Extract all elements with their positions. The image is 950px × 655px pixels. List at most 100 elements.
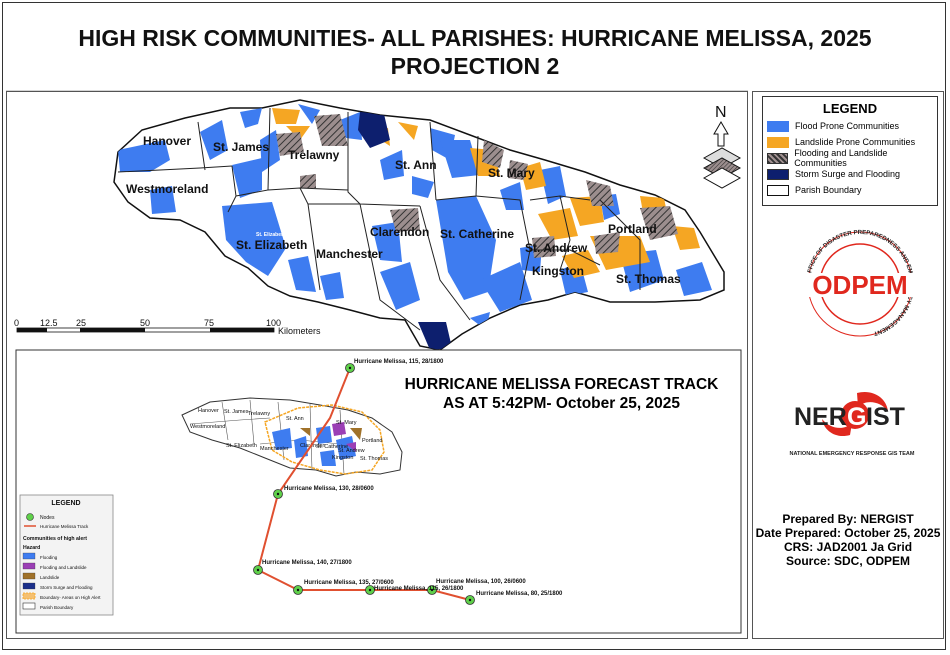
node-label: Hurricane Melissa, 115, 26/1800 — [374, 586, 464, 592]
date-prepared: Date Prepared: October 25, 2025 — [755, 526, 941, 540]
track-node — [293, 585, 303, 595]
scale-tick: 0 — [14, 318, 19, 328]
legend-item-label: Parish Boundary — [795, 185, 862, 195]
nergist-ner: NER — [794, 403, 847, 431]
parish-labels: Hanover St. James Trelawny St. Ann St. M… — [126, 134, 681, 286]
track-node — [253, 565, 263, 575]
scale-tick: 75 — [204, 318, 214, 328]
legend-item: Storm Surge and Flooding — [767, 168, 937, 180]
track-node — [427, 585, 437, 595]
svg-text:LEGEND: LEGEND — [51, 500, 80, 507]
legend-item: Parish Boundary — [767, 184, 937, 196]
inset-title: HURRICANE MELISSA FORECAST TRACK AS AT 5… — [384, 375, 739, 413]
legend-item-label: Flooding and Landslide Communities — [794, 148, 888, 168]
nergist-subtitle: NATIONAL EMERGENCY RESPONSE GIS TEAM — [789, 451, 915, 457]
svg-text:Hazard: Hazard — [23, 545, 40, 551]
svg-text:Communities of high alert: Communities of high alert — [23, 536, 87, 542]
node-label: Hurricane Melissa, 130, 28/0600 — [284, 486, 374, 492]
svg-text:Portland: Portland — [362, 438, 383, 444]
parish-label: St. Andrew — [525, 241, 588, 255]
north-arrow-icon: N — [702, 104, 742, 189]
legend-swatch-flood — [767, 120, 789, 132]
legend-item: Flooding and Landslide Communities — [767, 148, 937, 168]
legend-item: Landslide Prone Communities — [767, 136, 937, 148]
inset-landslide-areas — [300, 428, 362, 440]
svg-text:Manchester: Manchester — [260, 446, 289, 452]
crs: CRS: JAD2001 Ja Grid — [783, 540, 913, 554]
svg-text:N: N — [715, 104, 727, 121]
svg-text:Trelawny: Trelawny — [248, 411, 270, 417]
title-line-1: HIGH RISK COMMUNITIES- ALL PARISHES: HUR… — [78, 25, 872, 51]
track-node — [365, 585, 375, 595]
main-legend: LEGEND Flood Prone Communities Landslide… — [762, 96, 938, 206]
parish-label: St. Mary — [488, 166, 535, 180]
svg-text:Hanover: Hanover — [198, 408, 219, 414]
scale-tick: 25 — [76, 318, 86, 328]
hazard-areas — [118, 104, 712, 350]
parish-label: Westmoreland — [126, 182, 208, 196]
svg-text:Parish Boundary: Parish Boundary — [40, 605, 74, 610]
node-label: Hurricane Melissa, 140, 27/1800 — [262, 560, 352, 566]
inset-legend: LEGEND Nodes Hurricane Melissa Track Com… — [19, 494, 114, 616]
inset-title-line-2: AS AT 5:42PM- October 25, 2025 — [443, 395, 680, 412]
parish-label: Hanover — [143, 134, 191, 148]
svg-text:Kingston: Kingston — [332, 455, 353, 461]
track-nodes — [253, 363, 475, 605]
track-node-labels: Hurricane Melissa, 115, 28/1800 Hurrican… — [262, 359, 563, 597]
svg-text:Clarendon: Clarendon — [300, 443, 325, 449]
scale-unit: Kilometers — [278, 326, 321, 336]
scale-tick: 100 — [266, 318, 281, 328]
prepared-block: Prepared By: NERGIST Date Prepared: Octo… — [752, 512, 944, 568]
parish-label: St. Elizabeth — [236, 238, 307, 252]
small-label: St. Elizabeth — [256, 232, 286, 238]
scale-bar: 0 12.5 25 50 75 100 Kilometers — [14, 318, 321, 336]
track-node — [273, 489, 283, 499]
inset-title-line-1: HURRICANE MELISSA FORECAST TRACK — [404, 376, 719, 393]
parish-label: Manchester — [316, 247, 383, 261]
node-label: Hurricane Melissa, 115, 28/1800 — [354, 359, 444, 365]
legend-swatch-surge — [767, 168, 789, 180]
track-node — [345, 363, 355, 373]
scale-tick: 50 — [140, 318, 150, 328]
legend-swatch-boundary — [767, 184, 789, 196]
odpem-wordmark: ODPEM — [812, 270, 907, 300]
scale-tick: 12.5 — [40, 318, 58, 328]
parish-label: St. Thomas — [616, 272, 681, 286]
title-line-2: PROJECTION 2 — [390, 53, 560, 79]
legend-item-label: Storm Surge and Flooding — [795, 169, 901, 179]
svg-text:St. Ann: St. Ann — [286, 416, 304, 422]
nergist-ist: IST — [866, 403, 905, 431]
parish-label: Clarendon — [370, 225, 429, 239]
parish-label: St. James — [213, 140, 269, 154]
parish-label: Kingston — [532, 264, 584, 278]
svg-text:St. Catherine: St. Catherine — [316, 444, 348, 450]
nergist-swirl-icon: NER G IST — [794, 391, 905, 437]
track-node — [465, 595, 475, 605]
hurricane-track — [256, 367, 471, 601]
svg-text:Storm Surge and Flooding: Storm Surge and Flooding — [40, 585, 93, 590]
page-title: HIGH RISK COMMUNITIES- ALL PARISHES: HUR… — [0, 24, 950, 80]
inset-both-areas — [332, 422, 356, 452]
parish-label: St. Catherine — [440, 227, 514, 241]
side-panel — [752, 91, 944, 639]
legend-swatch-both — [767, 152, 789, 164]
parish-label: St. Ann — [395, 158, 437, 172]
svg-text:Flooding and Landslide: Flooding and Landslide — [40, 565, 87, 570]
legend-item-label: Landslide Prone Communities — [795, 137, 916, 147]
svg-text:St. Thomas: St. Thomas — [360, 456, 388, 462]
svg-text:Flooding: Flooding — [40, 555, 58, 560]
svg-text:St. James: St. James — [224, 409, 249, 415]
inset-alert-boundary — [264, 404, 385, 475]
svg-text:Landslide: Landslide — [40, 575, 60, 580]
nergist-logo: NER G IST NATIONAL EMERGENCY RESPONSE GI… — [762, 385, 942, 465]
main-map-frame — [6, 91, 748, 639]
parish-label: Trelawny — [288, 148, 340, 162]
svg-text:Westmoreland: Westmoreland — [190, 424, 225, 430]
inset-parish-labels: Hanover St. James Trelawny St. Ann St. M… — [190, 408, 388, 462]
node-label: Hurricane Melissa, 135, 27/0600 — [304, 580, 394, 586]
legend-title: LEGEND — [822, 101, 878, 116]
svg-text:Boundary- Areas on High Alert: Boundary- Areas on High Alert — [40, 595, 101, 600]
